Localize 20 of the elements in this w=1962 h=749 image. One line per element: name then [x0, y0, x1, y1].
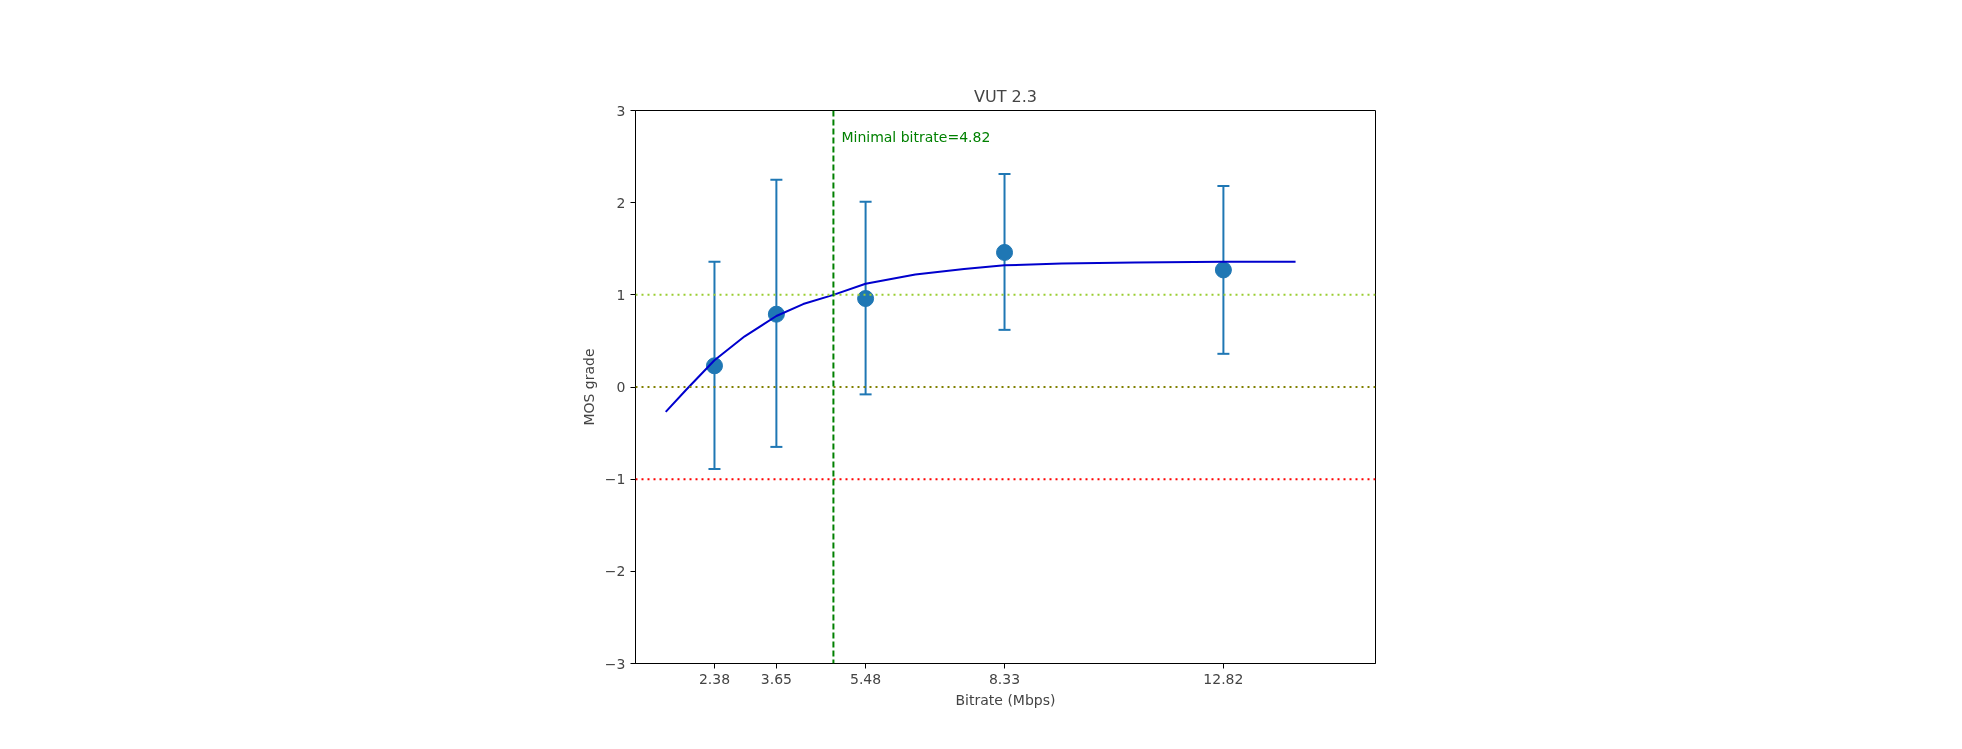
line-series	[664, 260, 1297, 413]
x-axis-title: Bitrate (Mbps)	[955, 691, 1056, 708]
y-tick-label: −1	[604, 471, 626, 488]
y-tick-label: 2	[616, 194, 626, 211]
point	[857, 290, 875, 307]
y-tick-label: 3	[616, 102, 626, 119]
point	[1214, 261, 1232, 279]
y-tick-label: 0	[616, 379, 626, 395]
x-tick-label: 2.38	[698, 670, 731, 687]
x-tick-label: 5.48	[850, 670, 882, 687]
y-tick-label: 1	[616, 286, 626, 303]
chart-title: VUT 2.3	[974, 86, 1037, 106]
ref-line-label: Minimal bitrate=4.82	[841, 128, 991, 145]
point	[996, 243, 1014, 261]
y-axis-title: MOS grade	[580, 348, 597, 426]
x-tick-label: 12.82	[1203, 670, 1244, 687]
y-tick-label: −3	[604, 655, 626, 672]
y-tick-label: −2	[604, 563, 626, 580]
x-tick-label: 3.65	[760, 670, 792, 687]
x-tick-label: 8.33	[988, 670, 1021, 687]
